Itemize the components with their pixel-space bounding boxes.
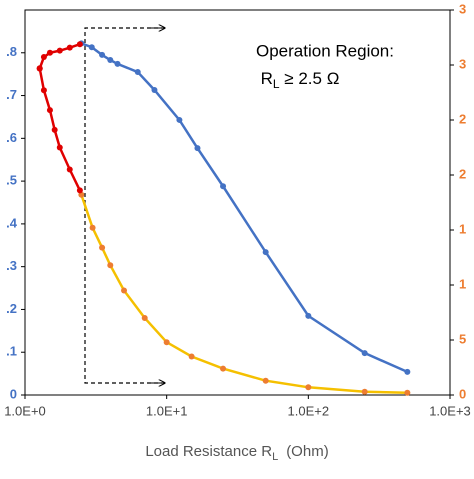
point (141, 315, 148, 321)
series-line (80, 194, 408, 395)
y-tick-label: .8 (6, 44, 17, 59)
y-tick-label: .7 (6, 87, 17, 102)
y-tick-label: .3 (6, 258, 17, 273)
point (194, 145, 201, 152)
point (262, 249, 269, 256)
point (76, 41, 83, 48)
point (114, 60, 121, 67)
point (220, 183, 227, 190)
point (40, 54, 47, 61)
point (361, 388, 368, 395)
point (305, 384, 312, 391)
x-label-part: Load Resistance R (145, 443, 272, 460)
point (46, 49, 53, 56)
plot-frame (24, 9, 451, 396)
point (163, 339, 170, 346)
point (66, 44, 73, 51)
point (76, 187, 83, 194)
point (107, 57, 114, 64)
y2-tick-label: 5 (459, 331, 466, 346)
x-tick-label: 1.0E+3 (429, 403, 471, 418)
y2-tick-label: 1 (459, 221, 466, 236)
x-label-sub: L (272, 451, 278, 463)
x-label-part: (Ohm) (286, 443, 329, 460)
y2-tick-label: 2 (459, 166, 466, 181)
x-tick-label: 1.0E+0 (4, 403, 46, 418)
point (66, 166, 73, 173)
point (361, 350, 368, 357)
annotation: Operation Region: (256, 41, 394, 60)
series-line (80, 42, 408, 374)
y-tick-label: .5 (6, 173, 17, 188)
x-axis-label: Load Resistance RL (Ohm) (145, 443, 328, 463)
point (404, 389, 411, 396)
x-tick-label: 1.0E+2 (288, 403, 330, 418)
point (121, 287, 128, 294)
series-line (38, 68, 82, 191)
y-tick-label: .4 (6, 215, 18, 230)
point (46, 107, 53, 114)
point (220, 365, 227, 372)
x-tick-label: 1.0E+1 (146, 403, 188, 418)
point (151, 86, 158, 93)
y2-tick-label: 2 (459, 111, 466, 126)
point (176, 116, 183, 123)
point (89, 224, 96, 231)
annotation: RL ≥ 2.5 Ω (261, 69, 340, 91)
point (51, 126, 58, 133)
point (99, 244, 106, 251)
y-tick-label: 0 (10, 386, 17, 401)
point (262, 377, 269, 384)
y-tick-label: .1 (6, 344, 17, 359)
point (188, 353, 195, 360)
annotation-part: ≥ 2.5 Ω (280, 69, 340, 88)
point (40, 87, 47, 94)
region-box (84, 27, 165, 384)
y2-tick-label: 3 (459, 1, 466, 16)
annotation-part: R (261, 69, 273, 88)
y-tick-label: .2 (6, 301, 17, 316)
y-tick-label: .6 (6, 130, 17, 145)
y2-tick-label: 1 (459, 276, 466, 291)
annotation-sub: L (273, 77, 280, 91)
point (305, 312, 312, 319)
point (134, 69, 141, 76)
point (99, 51, 106, 58)
point (56, 144, 63, 151)
point (36, 65, 43, 72)
y2-tick-label: 3 (459, 56, 466, 71)
y2-tick-label: 0 (459, 386, 466, 401)
point (88, 44, 95, 51)
point (56, 47, 63, 54)
point (404, 368, 411, 375)
point (107, 262, 114, 269)
